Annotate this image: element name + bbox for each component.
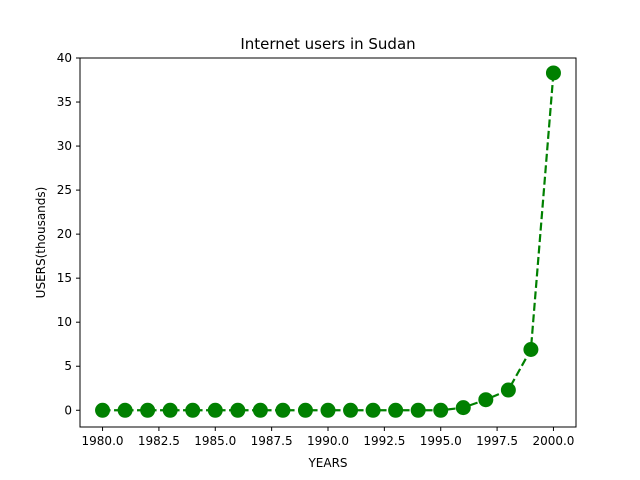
data-point xyxy=(478,392,494,408)
data-point xyxy=(140,402,156,418)
y-tick-label: 0 xyxy=(64,403,72,417)
x-axis-label: YEARS xyxy=(307,456,347,470)
data-point xyxy=(388,402,404,418)
data-point xyxy=(343,402,359,418)
data-point xyxy=(297,402,313,418)
x-tick-label: 1985.0 xyxy=(194,434,236,448)
x-tick-label: 1990.0 xyxy=(307,434,349,448)
y-tick-label: 25 xyxy=(57,183,72,197)
y-tick-label: 5 xyxy=(64,359,72,373)
data-point xyxy=(230,402,246,418)
plot-area xyxy=(95,65,561,418)
y-tick-label: 15 xyxy=(57,271,72,285)
x-tick-label: 1992.5 xyxy=(363,434,405,448)
data-point xyxy=(275,402,291,418)
x-tick-label: 1980.0 xyxy=(82,434,124,448)
data-point xyxy=(500,382,516,398)
x-tick-label: 1995.0 xyxy=(420,434,462,448)
data-point xyxy=(252,402,268,418)
data-point xyxy=(162,402,178,418)
data-point xyxy=(523,342,539,358)
data-point xyxy=(365,402,381,418)
data-point xyxy=(320,402,336,418)
data-point xyxy=(207,402,223,418)
x-tick-label: 1982.5 xyxy=(138,434,180,448)
x-tick-label: 1987.5 xyxy=(251,434,293,448)
data-point xyxy=(95,402,111,418)
y-tick-label: 10 xyxy=(57,315,72,329)
x-tick-label: 2000.0 xyxy=(532,434,574,448)
y-tick-label: 40 xyxy=(57,51,72,65)
y-tick-label: 30 xyxy=(57,139,72,153)
data-point xyxy=(433,402,449,418)
data-point xyxy=(410,402,426,418)
y-tick-label: 35 xyxy=(57,95,72,109)
x-tick-label: 1997.5 xyxy=(476,434,518,448)
data-point xyxy=(545,65,561,81)
data-point xyxy=(185,402,201,418)
data-point xyxy=(455,400,471,416)
y-tick-label: 20 xyxy=(57,227,72,241)
chart-title: Internet users in Sudan xyxy=(240,35,415,53)
y-axis-label: USERS(thousands) xyxy=(34,187,48,299)
data-point xyxy=(117,402,133,418)
